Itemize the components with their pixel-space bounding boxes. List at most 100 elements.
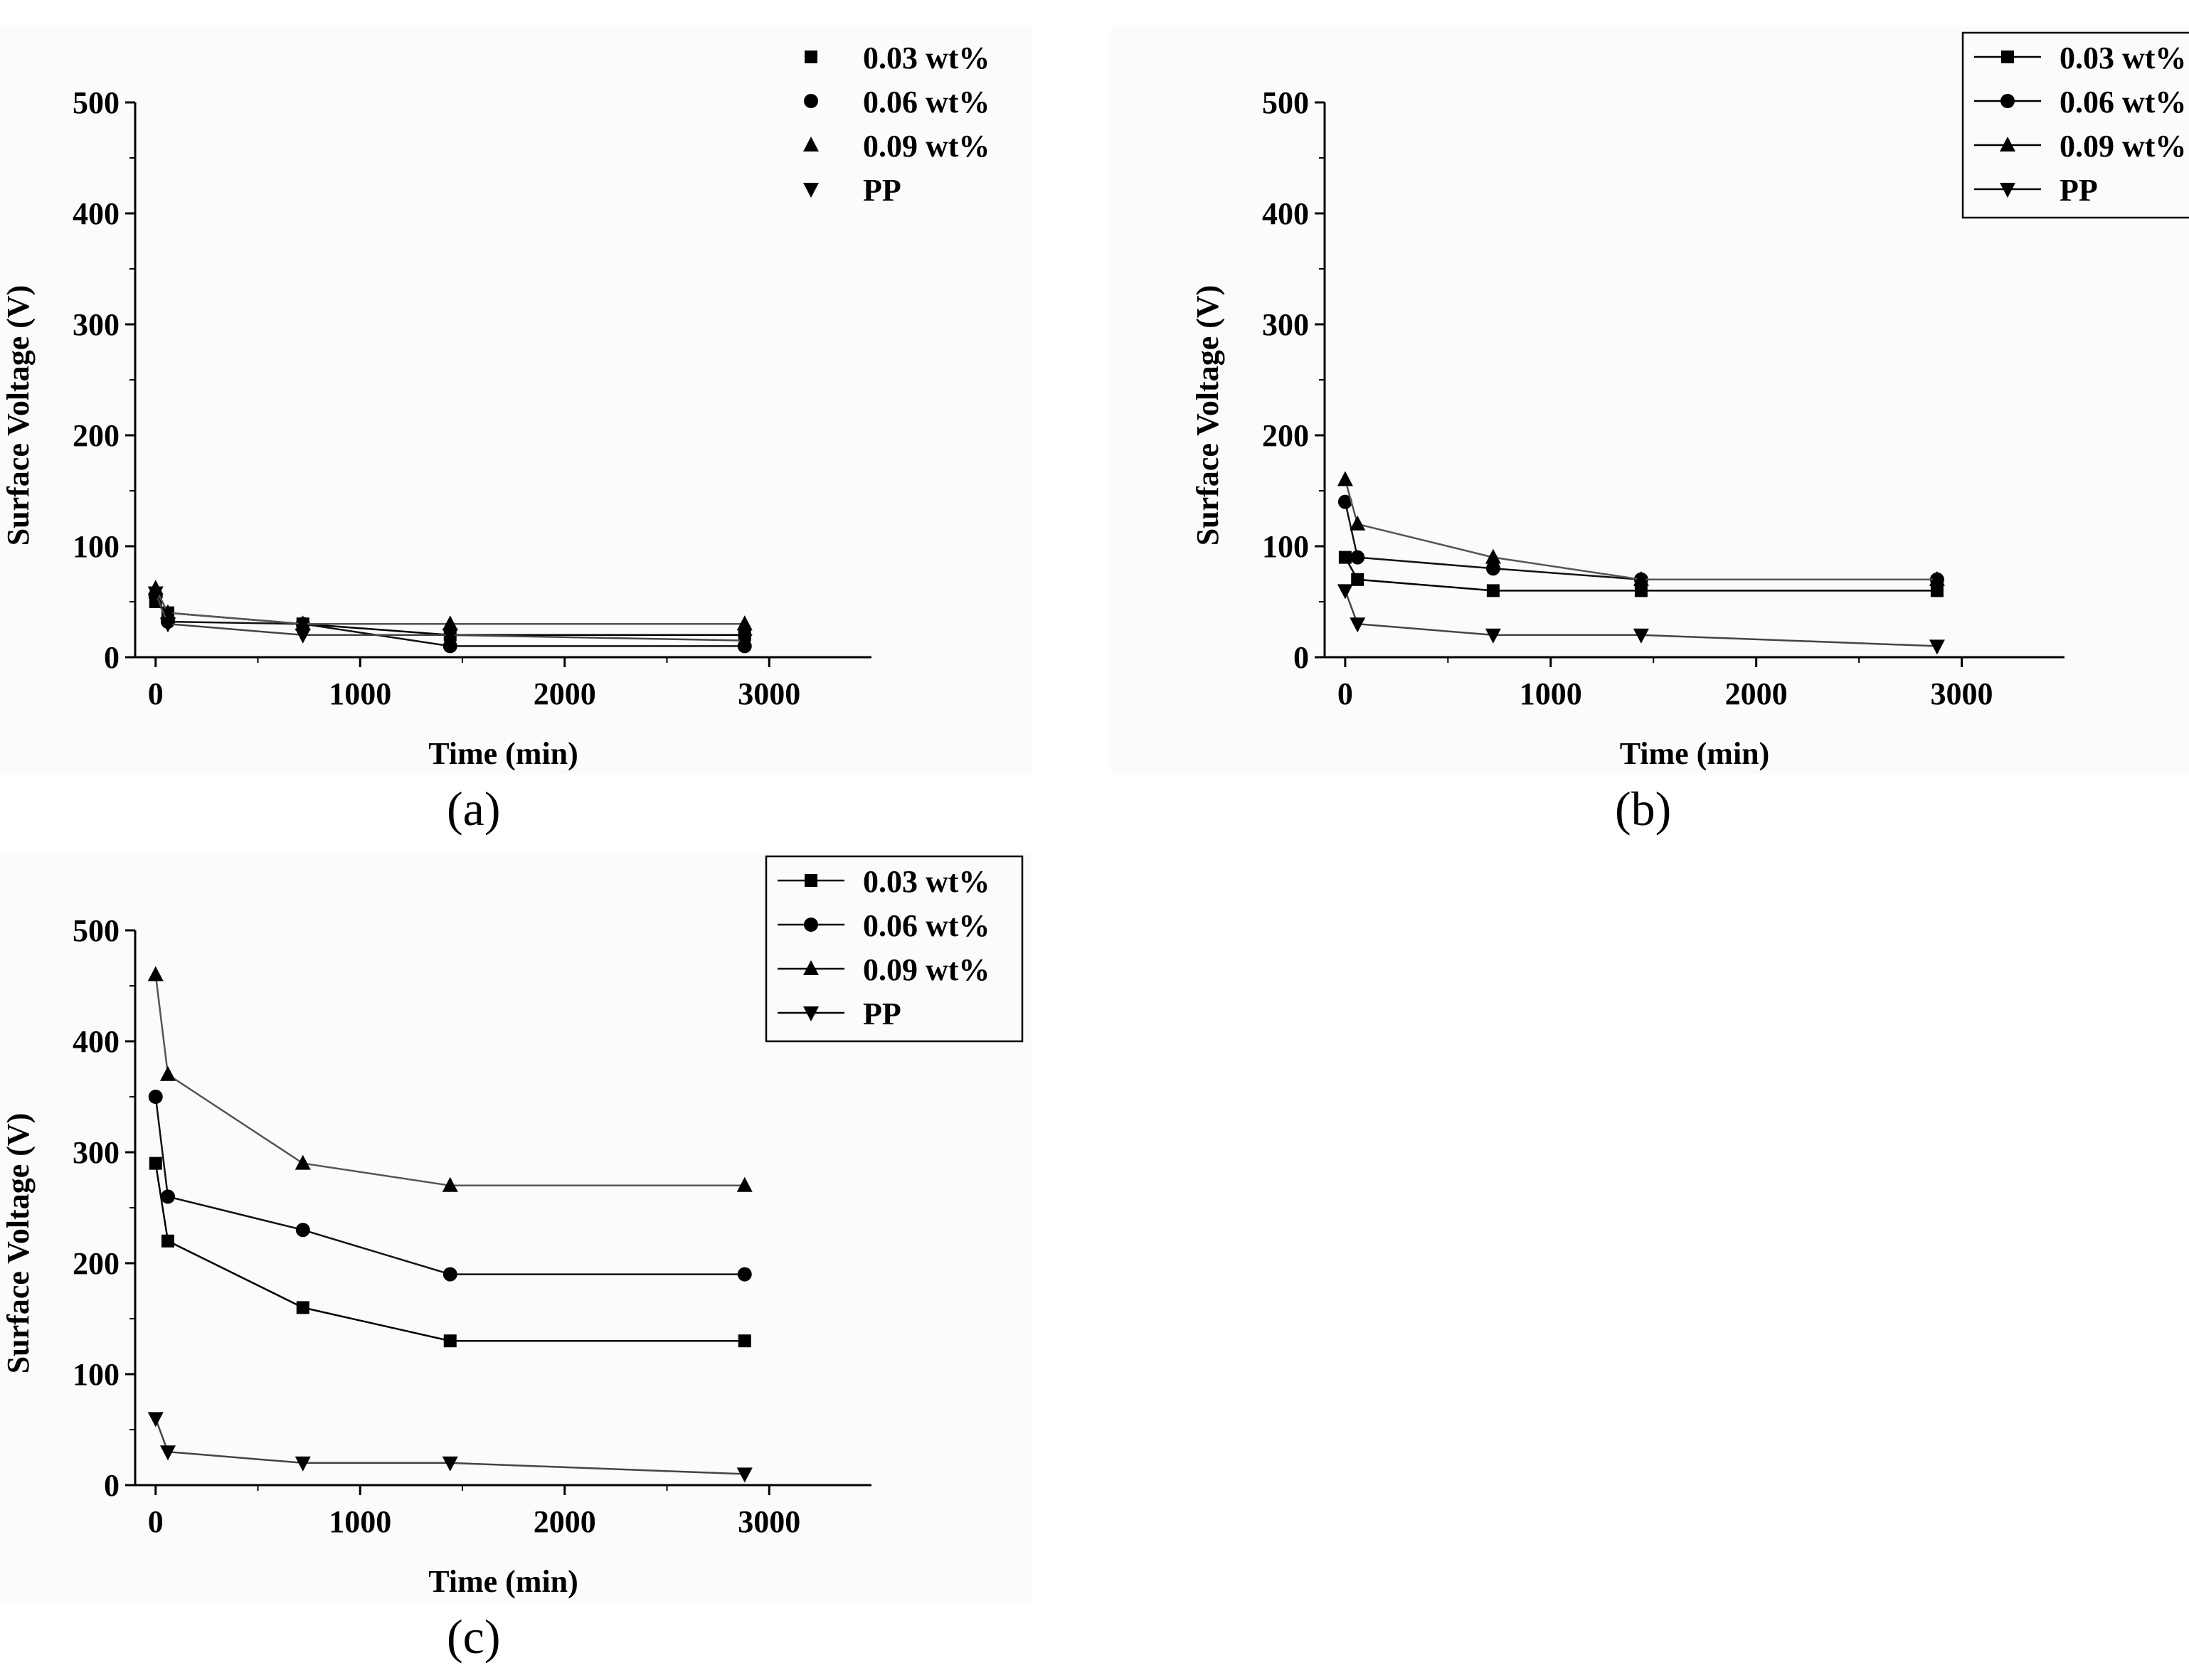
data-point: [1337, 471, 1353, 487]
data-point: [1485, 561, 1500, 576]
chart-panel-a: 0 100 200 300 400 500 0 1000 2000 3000 Time (min) S…: [0, 26, 1032, 774]
data-point: [1350, 515, 1366, 531]
data-point: [295, 1223, 310, 1238]
x-tick-label: 1000: [329, 676, 391, 711]
legend-label: 0.09 wt%: [2060, 129, 2186, 164]
legend-label: 0.03 wt%: [863, 864, 990, 899]
data-point: [1633, 628, 1649, 644]
legend-marker: [804, 94, 818, 108]
data-point: [1929, 639, 1945, 655]
data-point: [1350, 617, 1366, 633]
series-line: [1344, 479, 1937, 581]
data-point: [148, 1090, 163, 1104]
x-tick-label: 1000: [1520, 676, 1582, 711]
legend-label: PP: [863, 173, 901, 208]
legend-item: 0.03 wt%: [1974, 41, 2186, 75]
y-tick-label: 400: [1262, 196, 1309, 231]
data-point: [1338, 551, 1352, 564]
legend-item: 0.09 wt%: [1974, 129, 2186, 164]
chart-panel-c: 0 100 200 300 400 500 0 1000 2000 3000 Time (min) S…: [0, 854, 1032, 1602]
legend-marker: [2000, 137, 2015, 151]
legend-label: 0.06 wt%: [863, 85, 990, 119]
data-point: [295, 628, 311, 644]
y-tick-label: 200: [73, 1246, 120, 1281]
chart-c: 0 100 200 300 400 500 0 1000 2000 3000 Time (min) S…: [1, 855, 1024, 1599]
data-point: [736, 634, 753, 649]
legend-label: 0.09 wt%: [863, 129, 990, 164]
y-tick-label: 0: [1293, 640, 1309, 675]
legend-item: 0.09 wt%: [778, 952, 990, 987]
chart-panel-b: 0 100 200 300 400 500 0 1000 2000 3000 Time (min) S…: [1111, 26, 2189, 774]
data-point: [160, 1445, 176, 1461]
legend-item: 0.09 wt%: [803, 129, 990, 164]
data-point: [295, 615, 311, 631]
legend-marker: [805, 874, 817, 887]
data-point: [160, 1065, 176, 1081]
data-point: [1350, 550, 1365, 565]
series-1: [149, 1157, 751, 1348]
series-1: [1338, 551, 1944, 597]
legend-frame: [765, 855, 1024, 1043]
data-point: [738, 1334, 751, 1348]
data-point: [295, 1456, 311, 1472]
panel-label-a: (a): [447, 782, 501, 836]
panel-label-c: (c): [447, 1610, 501, 1664]
legend-marker: [804, 918, 818, 932]
x-tick-label: 0: [148, 1504, 164, 1539]
x-tick-label: 2000: [534, 1504, 596, 1539]
data-point: [296, 1301, 309, 1314]
legend-item: PP: [803, 173, 901, 208]
series-3: [1337, 471, 1945, 586]
panel-label-b: (b): [1615, 782, 1672, 836]
y-tick-label: 100: [73, 1357, 120, 1392]
legend-label: 0.03 wt%: [863, 41, 990, 75]
series-line: [154, 974, 745, 1187]
data-point: [442, 1456, 458, 1472]
data-point: [1351, 573, 1364, 586]
y-tick-label: 100: [1262, 529, 1309, 564]
legend-marker: [2001, 50, 2014, 63]
data-point: [1486, 584, 1500, 597]
x-axis-label: Time (min): [428, 736, 578, 771]
y-tick-label: 300: [1262, 307, 1309, 342]
legend-item: PP: [778, 996, 901, 1031]
data-point: [737, 1267, 752, 1282]
data-point: [1930, 584, 1944, 597]
x-tick-label: 3000: [738, 676, 800, 711]
legend-marker: [803, 137, 819, 151]
data-point: [442, 628, 458, 644]
y-tick-label: 400: [73, 1024, 120, 1059]
y-tick-label: 0: [104, 640, 120, 675]
data-point: [1929, 570, 1945, 586]
y-axis-label: Surface Voltage (V): [1190, 285, 1225, 546]
y-axis-label: Surface Voltage (V): [1, 1113, 36, 1374]
y-axis-label: Surface Voltage (V): [1, 285, 36, 546]
y-tick-label: 200: [73, 418, 120, 453]
chart-a: 0 100 200 300 400 500 0 1000 2000 3000 Time (min) S…: [1, 41, 990, 771]
legend-marker: [803, 960, 819, 975]
legend-item: PP: [1974, 173, 2098, 208]
x-tick-label: 2000: [534, 676, 596, 711]
chart-b: 0 100 200 300 400 500 0 1000 2000 3000 Time (min) S…: [1190, 31, 2189, 771]
y-tick-label: 400: [73, 196, 120, 231]
series-3: [147, 966, 753, 1192]
data-point: [1337, 494, 1352, 509]
legend-label: 0.06 wt%: [863, 908, 990, 943]
data-point: [442, 639, 457, 654]
legend-label: PP: [2060, 173, 2098, 208]
data-point: [160, 617, 176, 633]
data-point: [442, 1267, 457, 1282]
y-tick-label: 100: [73, 529, 120, 564]
data-point: [1634, 584, 1648, 597]
legend-marker: [803, 1006, 819, 1021]
series-2: [148, 1090, 752, 1282]
data-point: [161, 1189, 175, 1204]
data-point: [147, 966, 164, 982]
y-tick-label: 300: [73, 307, 120, 342]
x-axis-label: Time (min): [1620, 736, 1770, 771]
x-tick-label: 1000: [329, 1504, 391, 1539]
data-point: [736, 615, 753, 631]
data-point: [736, 1176, 753, 1192]
data-point: [442, 1176, 458, 1192]
legend-item: 0.06 wt%: [804, 85, 990, 119]
